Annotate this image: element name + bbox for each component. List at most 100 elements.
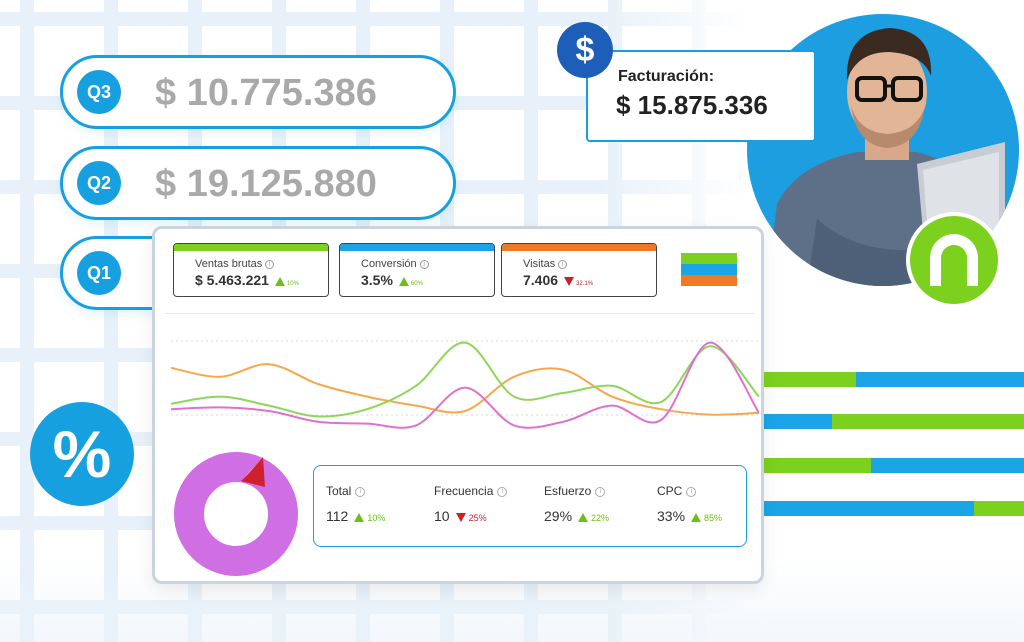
kpi-delta: 60% xyxy=(410,281,423,287)
billing-card: Facturación: $ 15.875.336 xyxy=(586,50,816,142)
kpi-delta: 32.1% xyxy=(576,281,594,287)
info-icon[interactable]: i xyxy=(497,486,508,497)
donut-pointer-highlight xyxy=(241,457,263,481)
series-line-pink xyxy=(171,341,759,429)
arrow-up-icon xyxy=(398,276,409,286)
stat-delta: 10% xyxy=(367,513,386,523)
quarter-value: $ 19.125.880 xyxy=(155,163,377,205)
stat-value: 29% 22% xyxy=(544,508,609,524)
stacked-bar xyxy=(764,372,1024,387)
series-line-orange xyxy=(171,363,759,416)
stat-label: Frecuencia i xyxy=(434,484,508,498)
series-line-green xyxy=(171,341,759,418)
stat-label: CPC i xyxy=(657,484,722,498)
info-icon[interactable]: i xyxy=(558,259,568,269)
stat-value-text: 112 xyxy=(326,508,349,524)
kpi-card: Visitas i 7.406 32.1% xyxy=(501,243,657,297)
kpi-label-text: Ventas brutas xyxy=(195,258,263,270)
arrow-down-icon xyxy=(455,512,466,522)
divider xyxy=(165,313,755,314)
stat-label-text: Total xyxy=(326,484,352,498)
stat-delta: 85% xyxy=(704,513,723,523)
bar-segment xyxy=(871,458,1024,473)
stats-panel: Total i 112 10% Frecuencia i 10 25% Esfuerzo i 29%… xyxy=(313,465,747,547)
arrow-up-icon xyxy=(691,512,702,522)
info-icon[interactable]: i xyxy=(595,486,606,497)
arrow-down-icon xyxy=(564,276,575,286)
stat-item: Frecuencia i 10 25% xyxy=(434,484,508,524)
info-icon[interactable]: i xyxy=(686,486,697,497)
stacked-bar xyxy=(764,501,1024,516)
stat-label-text: CPC xyxy=(657,484,683,498)
kpi-delta: 10% xyxy=(286,281,299,287)
stat-value: 10 25% xyxy=(434,508,507,524)
stat-value: 112 10% xyxy=(326,508,385,524)
quarter-value: $ 10.775.386 xyxy=(155,72,377,114)
bar-segment xyxy=(764,414,833,429)
donut-pointer xyxy=(241,457,265,487)
dashboard-card: Ventas brutas i $ 5.463.221 10% Conversión i 3… xyxy=(152,226,764,584)
kpi-label: Conversión i xyxy=(361,258,429,270)
stat-value-text: 33% xyxy=(657,508,686,524)
kpi-label: Visitas i xyxy=(523,258,568,270)
kpi-color-bar xyxy=(174,244,328,251)
quarter-badge: Q2 xyxy=(77,161,121,205)
stat-label: Esfuerzo i xyxy=(544,484,609,498)
percent-icon: % xyxy=(30,402,134,506)
stat-label-text: Frecuencia xyxy=(434,484,494,498)
kpi-card: Conversión i 3.5% 60% xyxy=(339,243,495,297)
quarter-badge: Q1 xyxy=(77,251,121,295)
billing-value: $ 15.875.336 xyxy=(616,90,768,120)
kpi-value-text: 3.5% xyxy=(361,272,393,288)
arrow-up-icon xyxy=(354,512,365,522)
bar-segment xyxy=(973,501,1024,516)
kpi-value: $ 5.463.221 10% xyxy=(195,272,299,288)
kpi-card: Ventas brutas i $ 5.463.221 10% xyxy=(173,243,329,297)
info-icon[interactable]: i xyxy=(355,486,366,497)
quarter-pill-q3: Q3 $ 10.775.386 xyxy=(60,55,456,129)
stat-item: CPC i 33% 85% xyxy=(657,484,722,524)
info-icon[interactable]: i xyxy=(265,259,275,269)
bar-segment xyxy=(832,414,1024,429)
kpi-color-bar xyxy=(502,244,656,251)
quarter-pill-q2: Q2 $ 19.125.880 xyxy=(60,146,456,220)
kpi-label-text: Conversión xyxy=(361,258,417,270)
brand-logo xyxy=(906,212,1002,308)
info-icon[interactable]: i xyxy=(419,259,429,269)
legend-swatch xyxy=(681,264,737,275)
bar-segment xyxy=(764,372,856,387)
billing-label: Facturación: xyxy=(618,68,715,85)
stat-item: Total i 112 10% xyxy=(326,484,385,524)
line-chart xyxy=(171,340,759,429)
bar-segment xyxy=(764,501,974,516)
donut-ring xyxy=(174,452,298,576)
arrow-up-icon xyxy=(274,276,285,286)
bar-segment xyxy=(855,372,1024,387)
logo-n-icon xyxy=(930,234,978,286)
kpi-value-text: $ 5.463.221 xyxy=(195,272,269,288)
kpi-value-text: 7.406 xyxy=(523,272,559,288)
dollar-icon: $ xyxy=(557,22,613,78)
legend-swatch xyxy=(681,253,737,264)
stat-item: Esfuerzo i 29% 22% xyxy=(544,484,609,524)
kpi-label: Ventas brutas i xyxy=(195,258,275,270)
kpi-label-text: Visitas xyxy=(523,258,556,270)
stacked-bar xyxy=(764,458,1024,473)
stat-label-text: Esfuerzo xyxy=(544,484,592,498)
stat-delta: 22% xyxy=(591,513,610,523)
arrow-up-icon xyxy=(578,512,589,522)
donut-chart xyxy=(174,452,298,576)
stacked-bar xyxy=(764,414,1024,429)
legend-swatch xyxy=(681,275,737,286)
kpi-value: 7.406 32.1% xyxy=(523,272,593,288)
quarter-badge: Q3 xyxy=(77,70,121,114)
stat-label: Total i xyxy=(326,484,385,498)
stat-value-text: 29% xyxy=(544,508,573,524)
stat-value: 33% 85% xyxy=(657,508,722,524)
kpi-color-bar xyxy=(340,244,494,251)
kpi-value: 3.5% 60% xyxy=(361,272,423,288)
mini-legend xyxy=(681,253,737,287)
stat-delta: 25% xyxy=(468,513,487,523)
bar-segment xyxy=(764,458,872,473)
stat-value-text: 10 xyxy=(434,508,450,524)
